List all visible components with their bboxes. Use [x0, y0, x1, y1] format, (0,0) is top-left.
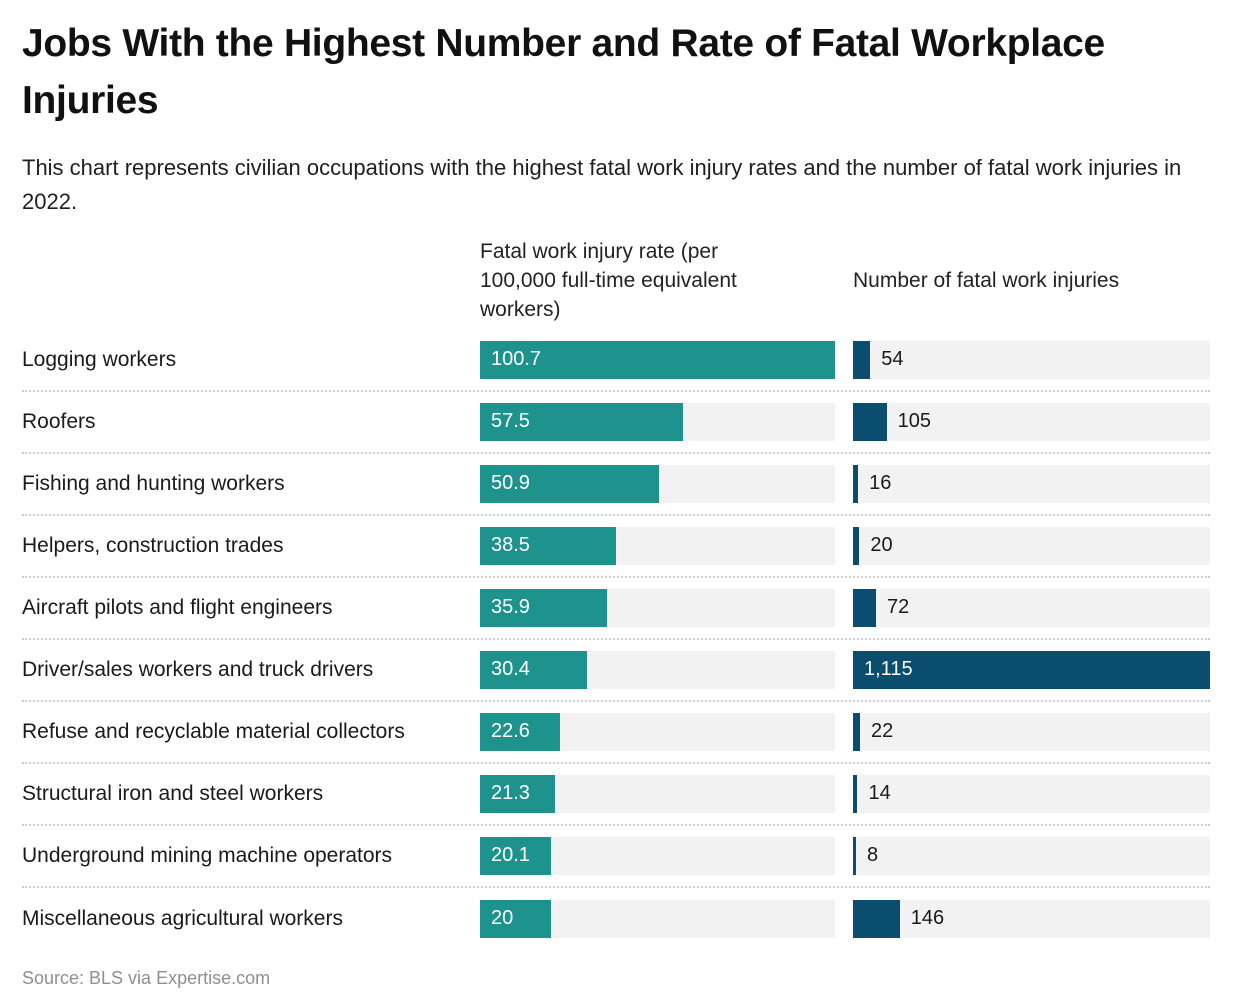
- count-track: 105: [853, 402, 1210, 441]
- rate-track: 100.7: [480, 340, 835, 379]
- count-value: 54: [881, 348, 904, 371]
- count-bar: [853, 340, 871, 379]
- rate-bar: 21.3: [480, 774, 556, 813]
- row-label: Refuse and recyclable material collector…: [22, 719, 405, 743]
- rate-track: 35.9: [480, 588, 835, 627]
- count-track: 14: [853, 774, 1210, 813]
- rate-bar: 100.7: [480, 340, 835, 379]
- count-bar: [853, 836, 856, 875]
- count-bar: [853, 774, 858, 813]
- count-bar: [853, 899, 900, 938]
- rate-value: 100.7: [491, 348, 542, 371]
- row-label: Aircraft pilots and flight engineers: [22, 595, 333, 619]
- table-row: Miscellaneous agricultural workers 20 14…: [22, 888, 1210, 950]
- count-value: 105: [897, 410, 931, 433]
- table-row: Refuse and recyclable material collector…: [22, 702, 1210, 764]
- rate-bar: 50.9: [480, 464, 660, 503]
- rate-value: 30.4: [491, 658, 530, 681]
- row-label: Logging workers: [22, 347, 177, 371]
- rate-track: 38.5: [480, 526, 835, 565]
- source-text: Source: BLS via Expertise.com: [22, 967, 271, 988]
- rate-track: 57.5: [480, 402, 835, 441]
- count-track: 146: [853, 899, 1210, 938]
- rate-value: 21.3: [491, 782, 530, 805]
- count-bar: [853, 526, 860, 565]
- rate-bar: 38.5: [480, 526, 616, 565]
- table-row: Underground mining machine operators 20.…: [22, 826, 1210, 888]
- row-label: Helpers, construction trades: [22, 533, 284, 557]
- rate-track: 50.9: [480, 464, 835, 503]
- count-track: 54: [853, 340, 1210, 379]
- count-track: 16: [853, 464, 1210, 503]
- count-column-header: Number of fatal work injuries: [853, 268, 1120, 292]
- rate-value: 20.1: [491, 844, 530, 867]
- rate-bar: 35.9: [480, 588, 607, 627]
- count-track: 1,115: [853, 650, 1210, 689]
- count-value: 14: [868, 782, 891, 805]
- rate-bar: 20.1: [480, 836, 551, 875]
- rate-bar: 30.4: [480, 650, 588, 689]
- count-value: 22: [871, 720, 894, 743]
- rate-value: 22.6: [491, 720, 530, 743]
- column-headers: Fatal work injury rate (per 100,000 full…: [22, 238, 1210, 325]
- count-value: 146: [910, 907, 945, 930]
- count-bar: [853, 712, 861, 751]
- table-row: Aircraft pilots and flight engineers 35.…: [22, 578, 1210, 640]
- count-value: 8: [867, 844, 879, 867]
- rate-value: 50.9: [491, 472, 530, 495]
- row-label: Structural iron and steel workers: [22, 781, 324, 805]
- rate-track: 22.6: [480, 712, 835, 751]
- count-value: 20: [870, 534, 893, 557]
- rate-bar: 20: [480, 899, 551, 938]
- rate-value: 38.5: [491, 534, 530, 557]
- rate-value: 57.5: [491, 410, 530, 433]
- count-track: 20: [853, 526, 1210, 565]
- rate-track: 20: [480, 899, 835, 938]
- count-bar: [853, 402, 887, 441]
- rate-bar: 22.6: [480, 712, 560, 751]
- row-label: Underground mining machine operators: [22, 843, 393, 867]
- chart-title: Jobs With the Highest Number and Rate of…: [22, 22, 1105, 122]
- table-row: Logging workers 100.7 54: [22, 330, 1210, 392]
- table-row: Fishing and hunting workers 50.9 16: [22, 454, 1210, 516]
- count-bar: [853, 588, 877, 627]
- table-row: Helpers, construction trades 38.5 20: [22, 516, 1210, 578]
- row-label: Miscellaneous agricultural workers: [22, 906, 343, 930]
- count-value: 72: [887, 596, 910, 619]
- rate-column-header: Fatal work injury rate (per 100,000 full…: [480, 239, 737, 321]
- count-track: 8: [853, 836, 1210, 875]
- rate-track: 20.1: [480, 836, 835, 875]
- rate-track: 30.4: [480, 650, 835, 689]
- count-track: 22: [853, 712, 1210, 751]
- count-value: 16: [869, 472, 892, 495]
- count-bar: [853, 650, 1210, 689]
- row-label: Driver/sales workers and truck drivers: [22, 657, 374, 681]
- row-label: Roofers: [22, 409, 96, 433]
- chart-subtitle: This chart represents civilian occupatio…: [22, 155, 1182, 214]
- rate-track: 21.3: [480, 774, 835, 813]
- table-row: Roofers 57.5 105: [22, 392, 1210, 454]
- chart-rows: Logging workers 100.7 54 Roofers 57.5: [22, 330, 1210, 950]
- rate-bar: 57.5: [480, 402, 683, 441]
- count-track: 72: [853, 588, 1210, 627]
- count-value: 1,115: [864, 658, 913, 681]
- row-label: Fishing and hunting workers: [22, 471, 285, 495]
- table-row: Driver/sales workers and truck drivers 3…: [22, 640, 1210, 702]
- rate-value: 35.9: [491, 596, 530, 619]
- rate-value: 20: [491, 907, 514, 930]
- count-bar: [853, 464, 859, 503]
- chart-container: Jobs With the Highest Number and Rate of…: [0, 16, 1240, 989]
- table-row: Structural iron and steel workers 21.3 1…: [22, 764, 1210, 826]
